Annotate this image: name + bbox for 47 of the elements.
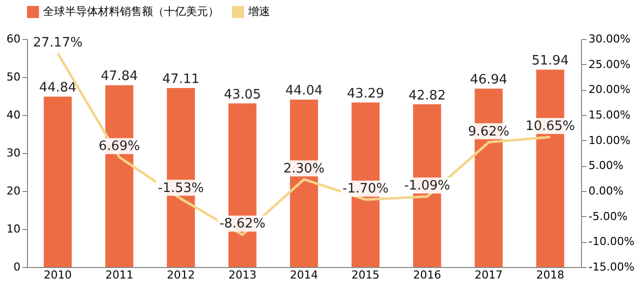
y2-tick-label: -15.00% — [588, 260, 634, 274]
y2-tick-label: 25.00% — [588, 58, 630, 71]
data-label: 47.84 — [100, 69, 138, 84]
y-tick-label: 60 — [6, 32, 20, 46]
data-label: 9.62% — [468, 124, 510, 140]
data-label: 44.84 — [39, 80, 76, 96]
legend-label: 全球半导体材料销售额（十亿美元） — [43, 5, 219, 18]
x-tick-label: 2015 — [352, 268, 380, 282]
data-label: 46.94 — [470, 72, 508, 88]
x-tick-label: 2010 — [44, 268, 72, 282]
y2-tick-label: -10.00% — [588, 235, 634, 248]
bar — [44, 96, 72, 267]
y2-tick-label: 10.00% — [588, 134, 630, 147]
y-tick-label: 10 — [6, 222, 20, 236]
x-tick-label: 2011 — [105, 268, 134, 282]
data-label: 47.11 — [162, 72, 200, 87]
data-label: -1.09% — [404, 178, 450, 194]
y2-tick-label: 15.00% — [588, 108, 630, 122]
x-tick-label: 2018 — [536, 268, 564, 282]
x-tick-label: 2012 — [166, 268, 195, 282]
data-label: 44.04 — [285, 84, 323, 99]
data-label: -8.62% — [219, 216, 266, 232]
y-tick-label: 40 — [6, 108, 20, 122]
y2-tick-label: 0.00% — [588, 184, 624, 198]
y-tick-label: 30 — [6, 146, 20, 160]
data-label: 51.94 — [532, 54, 569, 69]
x-tick-label: 2014 — [290, 268, 318, 282]
data-label: 42.82 — [408, 88, 446, 104]
data-label: 43.05 — [224, 87, 262, 102]
data-label: 10.65% — [525, 119, 576, 134]
x-tick-label: 2017 — [474, 268, 503, 282]
x-tick-label: 2016 — [413, 268, 442, 282]
y2-tick-label: -5.00% — [588, 210, 628, 223]
data-label: -1.53% — [158, 180, 204, 196]
data-label: 6.69% — [98, 139, 140, 154]
x-tick-label: 2013 — [228, 268, 256, 282]
legend-label: 增速 — [247, 5, 270, 18]
data-label: 27.17% — [32, 35, 83, 50]
y2-tick-label: 5.00% — [588, 159, 624, 172]
y-tick-label: 50 — [6, 70, 20, 84]
data-label: 43.29 — [346, 86, 384, 102]
y-tick-label: 20 — [6, 184, 20, 198]
y-tick-label: 0 — [14, 260, 20, 274]
y2-tick-label: 30.00% — [588, 32, 630, 46]
data-label: -1.70% — [342, 182, 389, 197]
data-label: 2.30% — [283, 161, 325, 176]
y2-tick-label: 20.00% — [588, 83, 630, 96]
